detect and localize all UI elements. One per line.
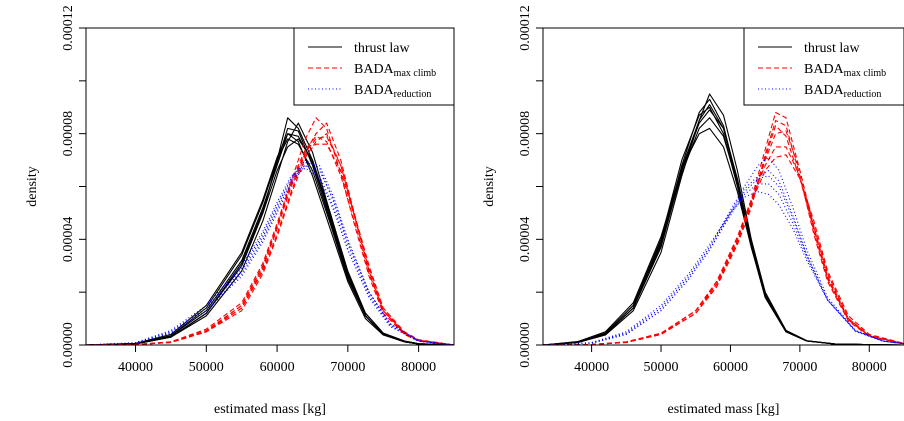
legend-label-subscript: max climb	[844, 68, 887, 79]
legend-label-main: thrust law	[804, 41, 860, 56]
x-tick-label: 50000	[644, 360, 679, 375]
series-3-curve-3	[85, 164, 455, 346]
series-2-curve-5	[542, 154, 904, 346]
legend-label-2: BADAmax climb	[804, 62, 886, 79]
y-axis-title: density	[25, 166, 40, 206]
y-tick-label: 0.00008	[61, 111, 76, 157]
x-axis-title: estimated mass [kg]	[668, 402, 780, 416]
y-tick-label: 0.00012	[61, 5, 76, 51]
legend-label-2: BADAmax climb	[354, 62, 436, 79]
x-tick-label: 60000	[713, 360, 748, 375]
y-tick-label: 0.00004	[61, 217, 76, 262]
legend-box	[743, 27, 904, 106]
series-1-curve-1	[85, 117, 455, 346]
series-1-curve-7	[542, 104, 904, 346]
series-3-curve-2	[542, 170, 904, 346]
series-2-curve-1	[542, 119, 904, 346]
legend-box	[293, 27, 455, 106]
y-tick-label: 0.00000	[518, 322, 533, 368]
legend-label-main: BADA	[804, 83, 845, 98]
series-1-curve-3	[542, 93, 904, 346]
series-3-curve-4	[85, 164, 455, 346]
legend-label-main: BADA	[804, 62, 845, 77]
x-tick-label: 70000	[330, 360, 365, 375]
legend-label-3: BADAreduction	[354, 83, 431, 100]
x-tick-label: 70000	[782, 360, 817, 375]
legend-label-main: BADA	[354, 83, 395, 98]
series-1-curve-3	[85, 122, 455, 346]
series-2-curve-3	[542, 146, 904, 346]
series-2-curve-3	[85, 135, 455, 346]
x-tick-label: 80000	[852, 360, 887, 375]
series-2-curve-6	[542, 125, 904, 346]
y-axis-title: density	[482, 166, 497, 206]
legend-label-subscript: reduction	[394, 89, 432, 100]
series-2-curve-1	[85, 117, 455, 346]
y-tick-label: 0.00004	[518, 217, 533, 262]
x-tick-label: 60000	[260, 360, 295, 375]
chart-panel-2: 40000 50000 60000 70000 80000 0.00000 0.00004 0…	[482, 5, 904, 417]
series-3-curve-1	[85, 159, 455, 346]
legend-label-main: thrust law	[354, 41, 410, 56]
x-tick-label: 50000	[189, 360, 224, 375]
legend-label-1: thrust law	[804, 41, 860, 56]
y-tick-label: 0.00000	[61, 322, 76, 368]
x-tick-label: 40000	[574, 360, 609, 375]
series-2-curve-2	[85, 122, 455, 346]
series-2-curve-4	[542, 130, 904, 346]
y-tick-label: 0.00008	[518, 111, 533, 157]
series-1-curve-6	[85, 127, 455, 346]
legend-label-subscript: reduction	[844, 89, 882, 100]
series-1-curve-5	[542, 127, 904, 346]
x-tick-label: 80000	[401, 360, 436, 375]
chart-panel-1: 40000 50000 60000 70000 80000 0.00000 0.00004 0…	[25, 5, 455, 417]
series-1-curve-6	[542, 117, 904, 346]
series-3-curve-3	[542, 191, 904, 346]
x-axis-title: estimated mass [kg]	[214, 402, 326, 416]
y-tick-label: 0.00012	[518, 5, 533, 51]
series-1-curve-4	[542, 109, 904, 346]
x-tick-label: 40000	[118, 360, 153, 375]
series-1-curve-2	[85, 133, 455, 346]
legend-label-subscript: max climb	[394, 68, 437, 79]
series-2-curve-6	[85, 133, 455, 346]
series-3-curve-5	[542, 183, 904, 346]
legend-label-3: BADAreduction	[804, 83, 881, 100]
series-2-curve-5	[85, 135, 455, 346]
series-1-curve-7	[85, 133, 455, 346]
legend-label-main: BADA	[354, 62, 395, 77]
legend-label-1: thrust law	[354, 41, 410, 56]
